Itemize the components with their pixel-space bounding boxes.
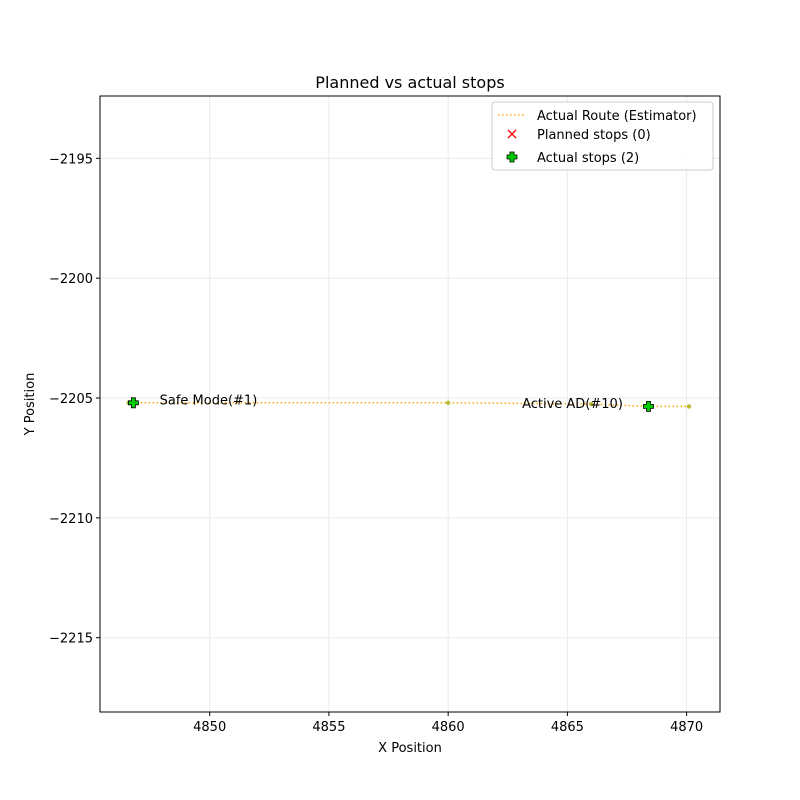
- stop-annotation: Safe Mode(#1): [160, 393, 258, 408]
- route-point: [686, 404, 692, 409]
- y-tick-label: −2195: [49, 152, 93, 167]
- y-tick-label: −2205: [49, 392, 93, 407]
- stop-annotation: Active AD(#10): [522, 397, 623, 412]
- legend-label-route: Actual Route (Estimator): [537, 109, 697, 124]
- x-tick-label: 4865: [551, 720, 584, 735]
- x-axis-label: X Position: [378, 741, 442, 756]
- x-tick-label: 4870: [670, 720, 703, 735]
- actual-stop-marker: [127, 397, 139, 409]
- legend-label-planned: Planned stops (0): [537, 128, 651, 143]
- x-tick-label: 4855: [312, 720, 345, 735]
- y-tick-label: −2210: [49, 512, 93, 527]
- legend-actual-plus-icon: [506, 151, 518, 163]
- y-tick-label: −2200: [49, 272, 93, 287]
- plot-data: [126, 397, 692, 412]
- route-point: [445, 400, 451, 406]
- axis-ticks: 4850 4855 4860 4865 4870 −2195 −2200 −2205 −2210…: [49, 152, 703, 735]
- actual-stop-marker: [643, 400, 654, 412]
- legend-planned-x-icon: [507, 129, 517, 139]
- route-point: [589, 401, 594, 407]
- legend-label-actual: Actual stops (2): [537, 151, 639, 166]
- chart-title: Planned vs actual stops: [315, 73, 504, 92]
- y-tick-label: −2215: [49, 632, 93, 647]
- x-tick-label: 4850: [193, 720, 226, 735]
- plot-frame: [99, 95, 721, 713]
- route-line: [128, 402, 689, 408]
- legend: Actual Route (Estimator) Planned stops (…: [491, 101, 714, 171]
- annotations: Safe Mode(#1) Active AD(#10): [160, 393, 623, 412]
- y-axis-label: Y Position: [23, 373, 38, 437]
- legend-box: [491, 101, 714, 171]
- x-tick-label: 4860: [432, 720, 465, 735]
